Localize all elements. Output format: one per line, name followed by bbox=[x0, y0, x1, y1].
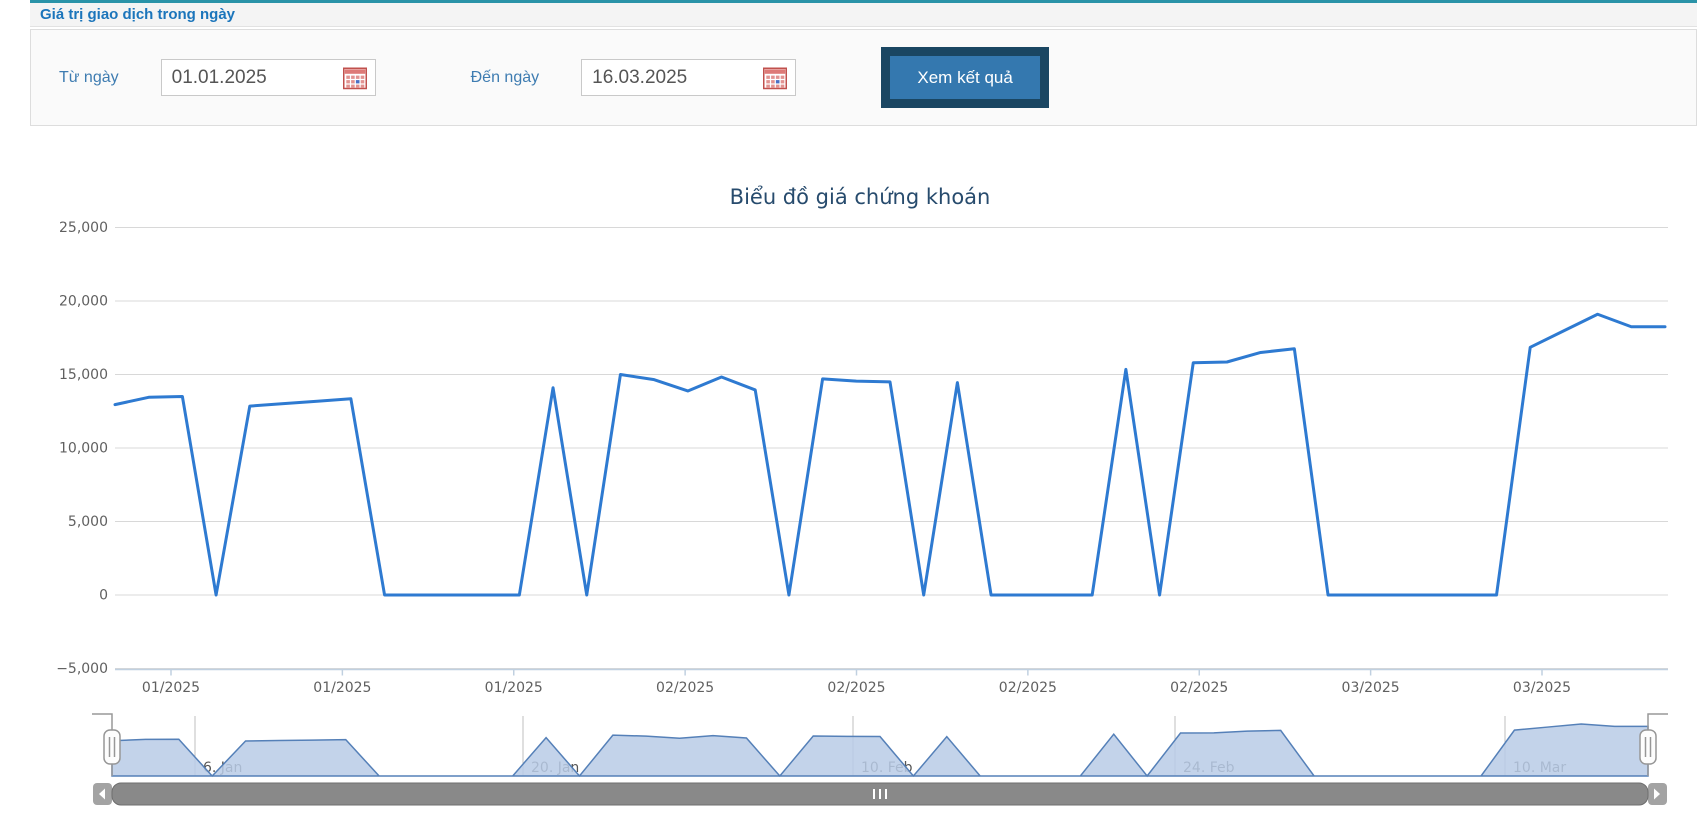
stock-chart: Biểu đồ giá chứng khoán 25,000 20,000 15,00… bbox=[56, 185, 1668, 806]
x-axis-label: 03/2025 bbox=[1342, 680, 1400, 696]
x-axis-label: 02/2025 bbox=[1170, 680, 1228, 696]
y-axis-label: 10,000 bbox=[59, 441, 108, 457]
to-date-input[interactable] bbox=[582, 66, 764, 89]
x-axis-label: 02/2025 bbox=[827, 680, 885, 696]
x-axis-label: 01/2025 bbox=[313, 680, 371, 696]
view-results-button[interactable]: Xem kết quả bbox=[881, 47, 1050, 108]
y-axis-label: 5,000 bbox=[68, 514, 108, 530]
panel-title: Giá trị giao dịch trong ngày bbox=[40, 6, 236, 23]
to-date-box bbox=[581, 59, 797, 96]
from-date-label: Từ ngày bbox=[59, 68, 119, 86]
price-line-series bbox=[113, 312, 1667, 597]
to-date-label: Đến ngày bbox=[470, 68, 540, 86]
y-axis-label: 20,000 bbox=[59, 294, 108, 310]
y-axis-label: 25,000 bbox=[59, 220, 108, 236]
x-axis-label: 01/2025 bbox=[485, 680, 543, 696]
y-axis-label: 0 bbox=[99, 588, 108, 604]
panel-header: Giá trị giao dịch trong ngày bbox=[30, 0, 1697, 27]
navigator[interactable]: 6. Jan20. Jan10. Feb24. Feb10. Mar bbox=[92, 713, 1668, 778]
x-axis-label: 03/2025 bbox=[1513, 680, 1571, 696]
chart-title: Biểu đồ giá chứng khoán bbox=[730, 185, 991, 209]
left-navigator-handle[interactable] bbox=[103, 729, 121, 765]
calendar-icon[interactable] bbox=[342, 66, 367, 90]
navigator-series bbox=[111, 723, 1649, 778]
from-date-box bbox=[160, 59, 376, 96]
y-axis-label: 15,000 bbox=[59, 367, 108, 383]
y-axis-label: −5,000 bbox=[56, 661, 108, 677]
filter-panel: Từ ngày Đến ngày bbox=[30, 29, 1697, 126]
scrollbar-left-button[interactable] bbox=[93, 783, 112, 805]
x-axis-label: 02/2025 bbox=[656, 680, 714, 696]
calendar-icon[interactable] bbox=[763, 66, 788, 90]
scrollbar-thumb[interactable] bbox=[111, 782, 1649, 806]
x-axis-label: 02/2025 bbox=[999, 680, 1057, 696]
stock-chart-container: Biểu đồ giá chứng khoán 25,000 20,000 15,00… bbox=[30, 126, 1706, 825]
from-date-input[interactable] bbox=[161, 66, 343, 89]
scrollbar-right-button[interactable] bbox=[1648, 783, 1667, 805]
scrollbar bbox=[93, 782, 1667, 806]
right-navigator-handle[interactable] bbox=[1639, 729, 1657, 765]
x-axis-label: 01/2025 bbox=[142, 680, 200, 696]
